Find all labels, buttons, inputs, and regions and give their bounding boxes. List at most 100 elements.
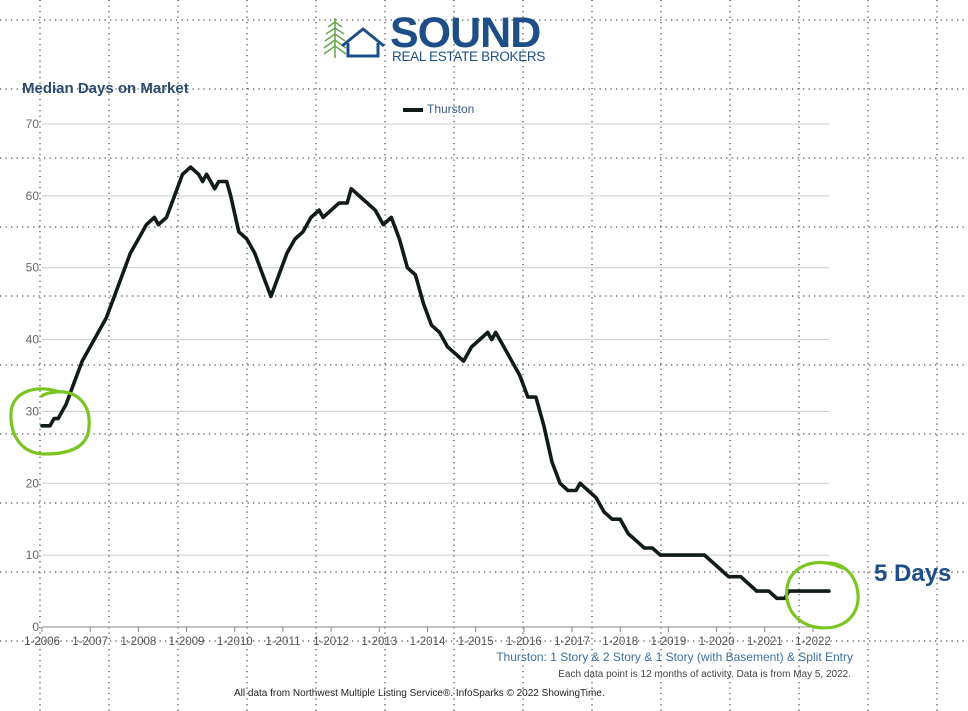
x-tick-label: 1-2016 bbox=[506, 636, 542, 648]
x-tick-label: 1-2022 bbox=[795, 636, 831, 648]
data-point bbox=[828, 590, 830, 592]
data-point bbox=[89, 346, 91, 348]
data-point bbox=[181, 173, 184, 175]
data-point bbox=[49, 425, 51, 427]
tree-house-icon bbox=[323, 18, 385, 58]
data-point bbox=[53, 418, 55, 420]
end-value-annotation: 5 Days bbox=[874, 560, 952, 587]
data-point bbox=[157, 224, 160, 226]
data-point bbox=[302, 231, 304, 233]
data-point bbox=[214, 188, 216, 190]
series-line-thurston bbox=[40, 165, 831, 601]
data-point bbox=[73, 382, 75, 384]
data-point bbox=[535, 396, 537, 398]
data-point bbox=[81, 360, 83, 362]
data-point bbox=[551, 461, 553, 463]
x-tick-label: 1-2007 bbox=[72, 636, 108, 648]
data-point bbox=[703, 554, 706, 556]
data-point bbox=[254, 252, 256, 254]
x-tick-label: 1-2014 bbox=[410, 636, 446, 648]
x-tick-label: 1-2017 bbox=[554, 636, 590, 648]
data-point bbox=[358, 195, 360, 197]
data-point bbox=[226, 180, 228, 183]
data-note: Each data point is 12 months of activity… bbox=[558, 669, 851, 680]
data-source-credit: All data from Northwest Multiple Listing… bbox=[234, 688, 605, 699]
data-point bbox=[97, 331, 99, 333]
data-point bbox=[471, 346, 473, 348]
series-description-link[interactable]: Thurston: 1 Story & 2 Story & 1 Story (w… bbox=[496, 650, 853, 664]
data-point bbox=[165, 216, 168, 219]
data-point bbox=[627, 532, 629, 535]
y-tick-label: 10 bbox=[26, 548, 40, 562]
x-tick-label: 1-2006 bbox=[24, 636, 60, 648]
data-point bbox=[278, 274, 280, 276]
y-tick-label: 30 bbox=[26, 404, 40, 418]
data-point bbox=[57, 418, 59, 420]
data-point bbox=[788, 590, 790, 592]
data-point bbox=[366, 202, 368, 204]
data-point bbox=[487, 331, 489, 333]
data-point bbox=[559, 482, 561, 484]
data-point bbox=[454, 353, 457, 355]
data-point bbox=[768, 590, 770, 592]
data-point bbox=[145, 224, 147, 226]
data-point bbox=[41, 425, 43, 427]
x-tick-label: 1-2015 bbox=[458, 636, 494, 648]
data-point bbox=[65, 403, 67, 405]
y-tick-label: 40 bbox=[26, 333, 40, 347]
data-point bbox=[310, 216, 312, 219]
x-tick-label: 1-2020 bbox=[699, 636, 735, 648]
chart-legend[interactable]: Thurston bbox=[403, 102, 474, 116]
data-point bbox=[719, 568, 722, 571]
data-point bbox=[318, 209, 320, 211]
data-point bbox=[643, 547, 645, 549]
data-point bbox=[667, 554, 669, 556]
x-tick-label: 1-2010 bbox=[217, 636, 253, 648]
chart-title: Median Days on Market bbox=[22, 80, 189, 97]
x-tick-label: 1-2013 bbox=[361, 636, 397, 648]
data-point bbox=[350, 188, 352, 190]
data-point bbox=[105, 317, 107, 319]
data-point bbox=[330, 209, 332, 211]
data-point bbox=[511, 360, 513, 362]
data-point bbox=[218, 180, 220, 183]
data-point bbox=[202, 180, 204, 183]
data-point bbox=[756, 590, 758, 592]
data-point bbox=[635, 540, 637, 542]
data-point bbox=[603, 511, 605, 513]
x-tick-label: 1-2012 bbox=[313, 636, 349, 648]
data-point bbox=[189, 166, 192, 168]
data-point bbox=[711, 561, 714, 563]
data-point bbox=[575, 489, 577, 492]
data-point bbox=[491, 338, 493, 341]
x-tick-label: 1-2009 bbox=[169, 636, 205, 648]
data-point bbox=[422, 303, 425, 305]
data-point bbox=[322, 216, 324, 219]
data-point bbox=[230, 195, 232, 197]
data-point bbox=[519, 374, 521, 377]
data-point bbox=[579, 482, 581, 484]
y-tick-label: 20 bbox=[26, 476, 40, 490]
data-point bbox=[463, 360, 465, 362]
data-point bbox=[595, 497, 597, 499]
data-point bbox=[121, 274, 123, 276]
data-point bbox=[479, 338, 481, 341]
logo-tagline-text: REAL ESTATE BROKERS bbox=[392, 49, 546, 64]
data-point bbox=[728, 576, 730, 578]
x-tick-label: 1-2008 bbox=[120, 636, 156, 648]
data-point bbox=[346, 202, 348, 204]
data-point bbox=[543, 425, 545, 427]
data-point bbox=[659, 554, 661, 556]
data-point bbox=[262, 274, 264, 276]
data-point bbox=[414, 274, 417, 276]
y-tick-label: 0 bbox=[32, 620, 39, 634]
x-tick-label: 1-2011 bbox=[265, 636, 300, 648]
y-tick-label: 70 bbox=[26, 117, 40, 131]
data-point bbox=[651, 547, 653, 549]
data-point bbox=[338, 202, 340, 204]
chart-series bbox=[40, 165, 831, 601]
chart-annotations bbox=[9, 387, 860, 630]
y-tick-label: 50 bbox=[26, 261, 40, 275]
